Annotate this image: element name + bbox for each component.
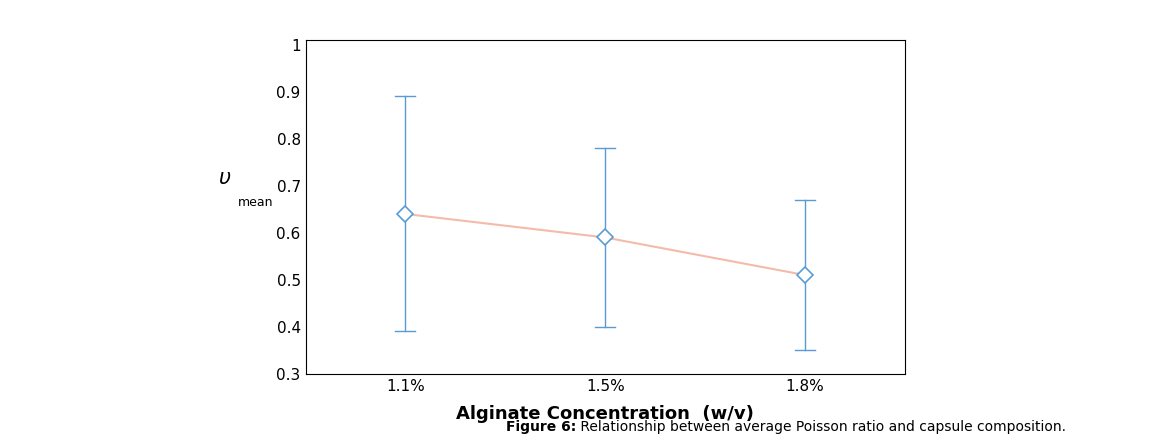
Text: $\upsilon$: $\upsilon$ (218, 169, 232, 187)
X-axis label: Alginate Concentration  (w/v): Alginate Concentration (w/v) (457, 405, 754, 423)
Text: mean: mean (239, 196, 273, 209)
Text: Relationship between average Poisson ratio and capsule composition.: Relationship between average Poisson rat… (576, 420, 1067, 434)
Text: Figure 6:: Figure 6: (506, 420, 576, 434)
